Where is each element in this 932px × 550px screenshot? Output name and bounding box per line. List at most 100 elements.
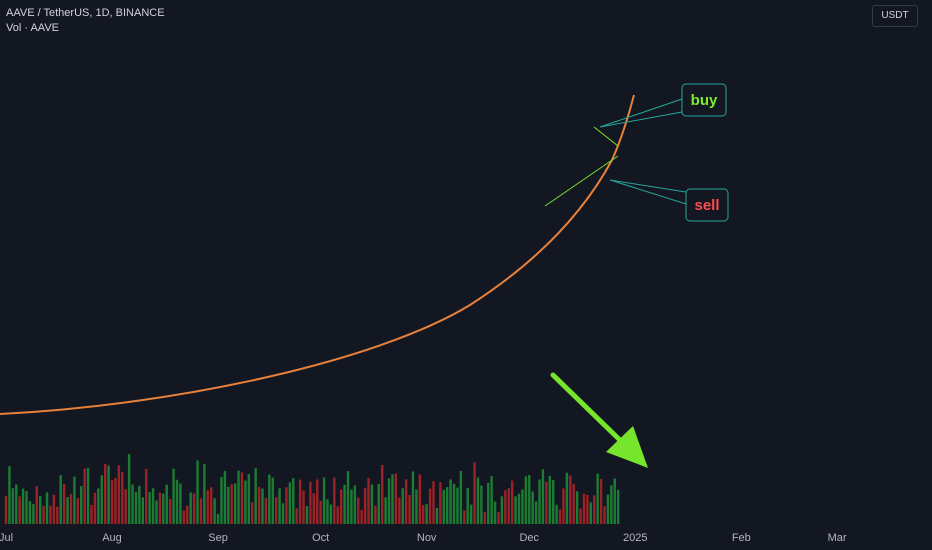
sell-connector	[609, 179, 687, 205]
volume-bar	[562, 488, 565, 524]
volume-bar	[538, 479, 541, 524]
volume-bar	[312, 493, 315, 524]
volume-bar	[186, 505, 189, 524]
volume-bar	[582, 493, 586, 524]
volume-bar	[103, 463, 107, 524]
volume-bar	[302, 490, 305, 524]
down-arrow-shaft	[550, 372, 627, 447]
volume-bar	[452, 483, 456, 524]
volume-bar	[196, 460, 199, 524]
currency-button[interactable]: USDT	[872, 5, 918, 27]
volume-bar	[558, 509, 562, 524]
volume-bar	[381, 464, 384, 524]
volume-bar	[281, 503, 285, 524]
volume-bar	[76, 498, 80, 524]
volume-bar	[110, 480, 114, 524]
time-axis: Jul Aug Sep Oct Nov Dec 2025 Feb Mar	[0, 532, 847, 544]
volume-bar	[216, 513, 220, 524]
volume-bar	[261, 488, 264, 524]
volume-bar	[404, 479, 408, 524]
volume-bar	[182, 510, 186, 524]
volume-bar	[162, 493, 165, 524]
volume-bar	[360, 510, 363, 524]
volume-bar	[251, 502, 254, 524]
sell-label: sell	[694, 197, 719, 214]
volume-bar	[151, 488, 155, 524]
volume-bar	[425, 504, 428, 524]
volume-bar	[353, 485, 357, 524]
volume-bar	[121, 472, 124, 524]
volume-bar	[418, 474, 422, 524]
volume-legend[interactable]: Vol · AAVE	[6, 22, 59, 34]
volume-bar	[233, 483, 237, 524]
volume-bar	[32, 504, 35, 524]
volume-bar	[346, 471, 350, 524]
volume-bar	[295, 508, 298, 524]
time-tick: Feb	[732, 532, 751, 544]
time-tick: Jul	[0, 532, 13, 544]
volume-bar	[59, 475, 62, 524]
volume-bar	[445, 487, 449, 524]
volume-bar	[565, 472, 569, 524]
volume-bar	[401, 488, 404, 524]
volume-bar	[449, 479, 452, 524]
volume-bar	[305, 506, 309, 524]
volume-bar	[131, 484, 134, 524]
volume-bar	[367, 477, 370, 524]
volume-bar	[28, 501, 32, 524]
volume-bar	[322, 477, 326, 524]
symbol-title[interactable]: AAVE / TetherUS, 1D, BINANCE	[6, 7, 165, 19]
volume-bar	[206, 490, 209, 524]
volume-bar	[168, 498, 172, 524]
volume-bar	[555, 504, 558, 524]
volume-bar	[339, 489, 343, 524]
volume-bar	[39, 496, 42, 524]
volume-bar	[521, 489, 524, 524]
volume-bar	[613, 478, 616, 524]
down-arrow-head	[606, 426, 648, 468]
volume-bar	[189, 492, 192, 524]
volume-bar	[274, 497, 278, 524]
volume-bar	[370, 484, 374, 524]
volume-bar	[93, 492, 97, 524]
volume-bar	[62, 483, 66, 524]
volume-bar	[316, 479, 319, 524]
volume-bar	[545, 481, 548, 524]
volume-bar	[343, 484, 346, 524]
volume-bar	[220, 476, 223, 524]
volume-bar	[4, 495, 8, 524]
triangle-line	[544, 155, 619, 207]
volume-bar	[298, 479, 302, 524]
volume-bar	[589, 502, 593, 524]
volume-bar	[428, 488, 432, 524]
volume-bar	[138, 485, 141, 524]
volume-bar	[227, 486, 230, 524]
volume-bar	[504, 490, 507, 524]
time-tick: Nov	[417, 532, 437, 544]
volume-bar	[490, 476, 493, 524]
volume-bar	[141, 497, 144, 524]
volume-bar	[288, 482, 292, 524]
volume-bar	[514, 496, 517, 524]
volume-bar	[100, 475, 103, 524]
chart-legend: AAVE / TetherUS, 1D, BINANCE Vol · AAVE	[6, 6, 165, 36]
volume-bar	[422, 505, 425, 524]
volume-bar	[531, 491, 534, 524]
volume-bar	[35, 486, 38, 524]
volume-bar	[124, 489, 127, 524]
volume-bar	[210, 487, 213, 524]
volume-bar	[309, 481, 312, 524]
volume-bar	[500, 496, 504, 524]
time-tick: Dec	[519, 532, 539, 544]
volume-bar	[363, 487, 367, 524]
volume-bar	[25, 491, 28, 524]
volume-bar	[377, 484, 380, 524]
volume-bar	[223, 471, 227, 524]
parabolic-curve	[0, 94, 635, 415]
volume-bar	[357, 497, 360, 524]
volume-bars	[4, 454, 620, 524]
volume-bar	[203, 463, 206, 524]
volume-bar	[541, 469, 545, 524]
volume-bar	[528, 474, 531, 524]
